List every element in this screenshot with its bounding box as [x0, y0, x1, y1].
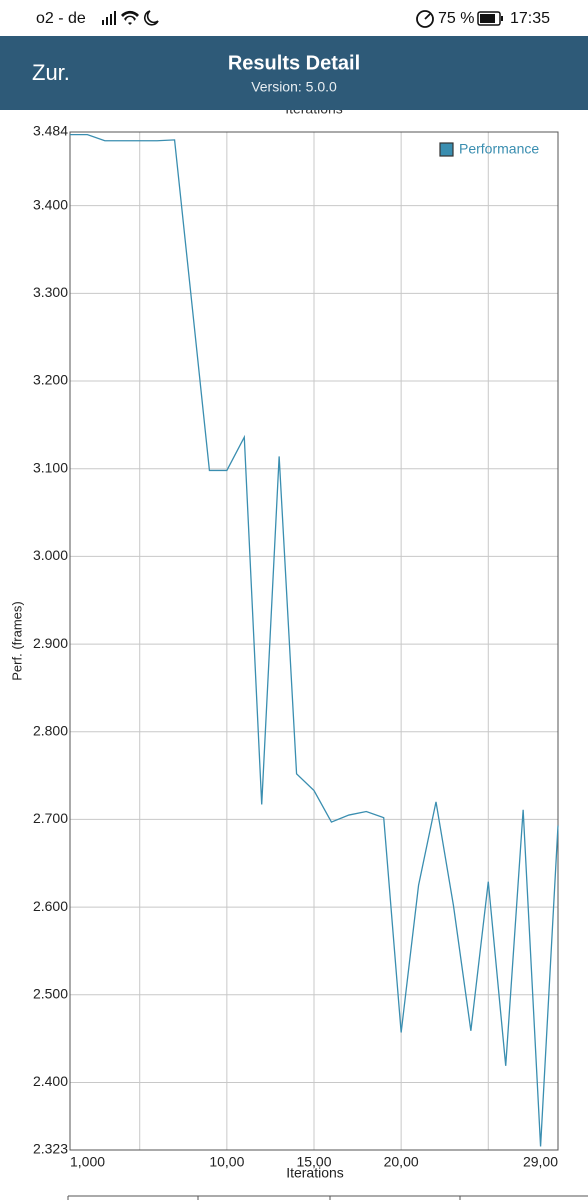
back-button[interactable]: Zur.: [32, 60, 70, 85]
y-tick-label: 3.484: [33, 123, 68, 139]
y-tick-label: 2.500: [33, 986, 68, 1002]
x-axis-label: Iterations: [286, 1165, 344, 1181]
plot-frame: [69, 131, 559, 1151]
chart: 3.484 3.400 3.300 3.200 3.100 3.000 2.900 2.800…: [9, 123, 559, 1181]
y-tick-label: 2.700: [33, 810, 68, 826]
y-tick-label: 2.323: [33, 1141, 68, 1157]
signal-icons: [102, 10, 159, 26]
header-title: Results Detail: [228, 52, 360, 74]
y-tick-label: 3.100: [33, 459, 68, 475]
x-tick-label: 10,00: [209, 1154, 244, 1170]
y-tick-label: 3.400: [33, 196, 68, 212]
y-axis-label: Perf. (frames): [9, 601, 24, 680]
table-edge: [67, 1195, 588, 1200]
x-tick-label: 1,000: [70, 1154, 105, 1170]
app-header: [0, 36, 588, 110]
legend-label: Performance: [459, 141, 539, 157]
y-tick-label: 2.400: [33, 1073, 68, 1089]
legend-swatch: [439, 142, 454, 157]
y-tick-label: 3.300: [33, 284, 68, 300]
clock: 17:35: [510, 10, 550, 27]
header-subtitle: Version: 5.0.0: [251, 79, 337, 95]
y-tick-label: 2.800: [33, 722, 68, 738]
data-line: [70, 133, 559, 1147]
y-tick-label: 3.200: [33, 372, 68, 388]
carrier: o2 - de: [36, 10, 86, 27]
x-tick-label: 20,00: [384, 1154, 419, 1170]
y-tick-label: 2.600: [33, 898, 68, 914]
status-icons: [416, 10, 503, 28]
y-tick-label: 3.000: [33, 547, 68, 563]
battery-level: 75 %: [438, 10, 474, 27]
y-tick-label: 2.900: [33, 635, 68, 651]
clipped-axis-label: Iterations: [285, 101, 343, 117]
x-tick-label: 15,00: [296, 1154, 331, 1170]
x-tick-label: 29,00: [523, 1154, 558, 1170]
